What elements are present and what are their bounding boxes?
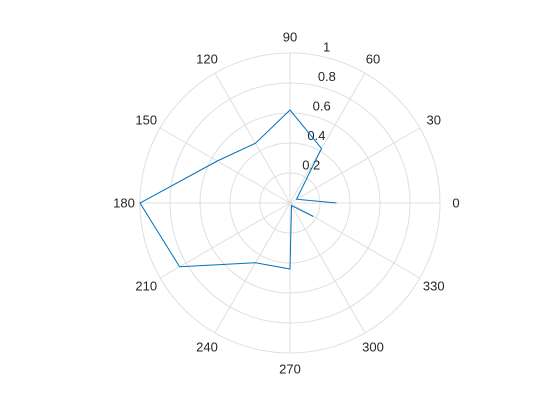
angle-tick-label: 330	[423, 279, 445, 294]
radial-tick-label: 0.4	[307, 128, 325, 143]
angle-tick-label: 210	[135, 279, 157, 294]
polar-spoke-60	[289, 72, 366, 204]
angle-tick-label: 60	[366, 52, 380, 67]
angle-tick-label: 0	[452, 196, 459, 211]
polar-grid	[139, 52, 441, 354]
angle-tick-label: 120	[196, 52, 218, 67]
polar-spoke-240	[214, 202, 291, 334]
polar-spoke-150	[159, 127, 291, 204]
angle-tick-label: 240	[196, 339, 218, 354]
angle-tick-label: 150	[135, 113, 157, 128]
series-line-0	[139, 109, 337, 270]
angle-tick-label: 90	[283, 30, 297, 45]
radial-tick-label: 1	[323, 39, 330, 54]
radial-tick-label: 0.6	[313, 98, 331, 113]
angle-tick-label: 300	[362, 339, 384, 354]
radial-tick-label: 0.8	[318, 69, 336, 84]
polar-spoke-30	[289, 127, 421, 204]
polar-labels: 03060901201501802102402703003300.20.40.6…	[113, 30, 459, 377]
polar-spoke-300	[289, 202, 366, 334]
angle-tick-label: 180	[113, 196, 135, 211]
polar-spoke-210	[159, 202, 291, 279]
angle-tick-label: 30	[427, 113, 441, 128]
polar-series	[139, 109, 337, 270]
angle-tick-label: 270	[279, 362, 301, 377]
polar-spoke-120	[214, 72, 291, 204]
